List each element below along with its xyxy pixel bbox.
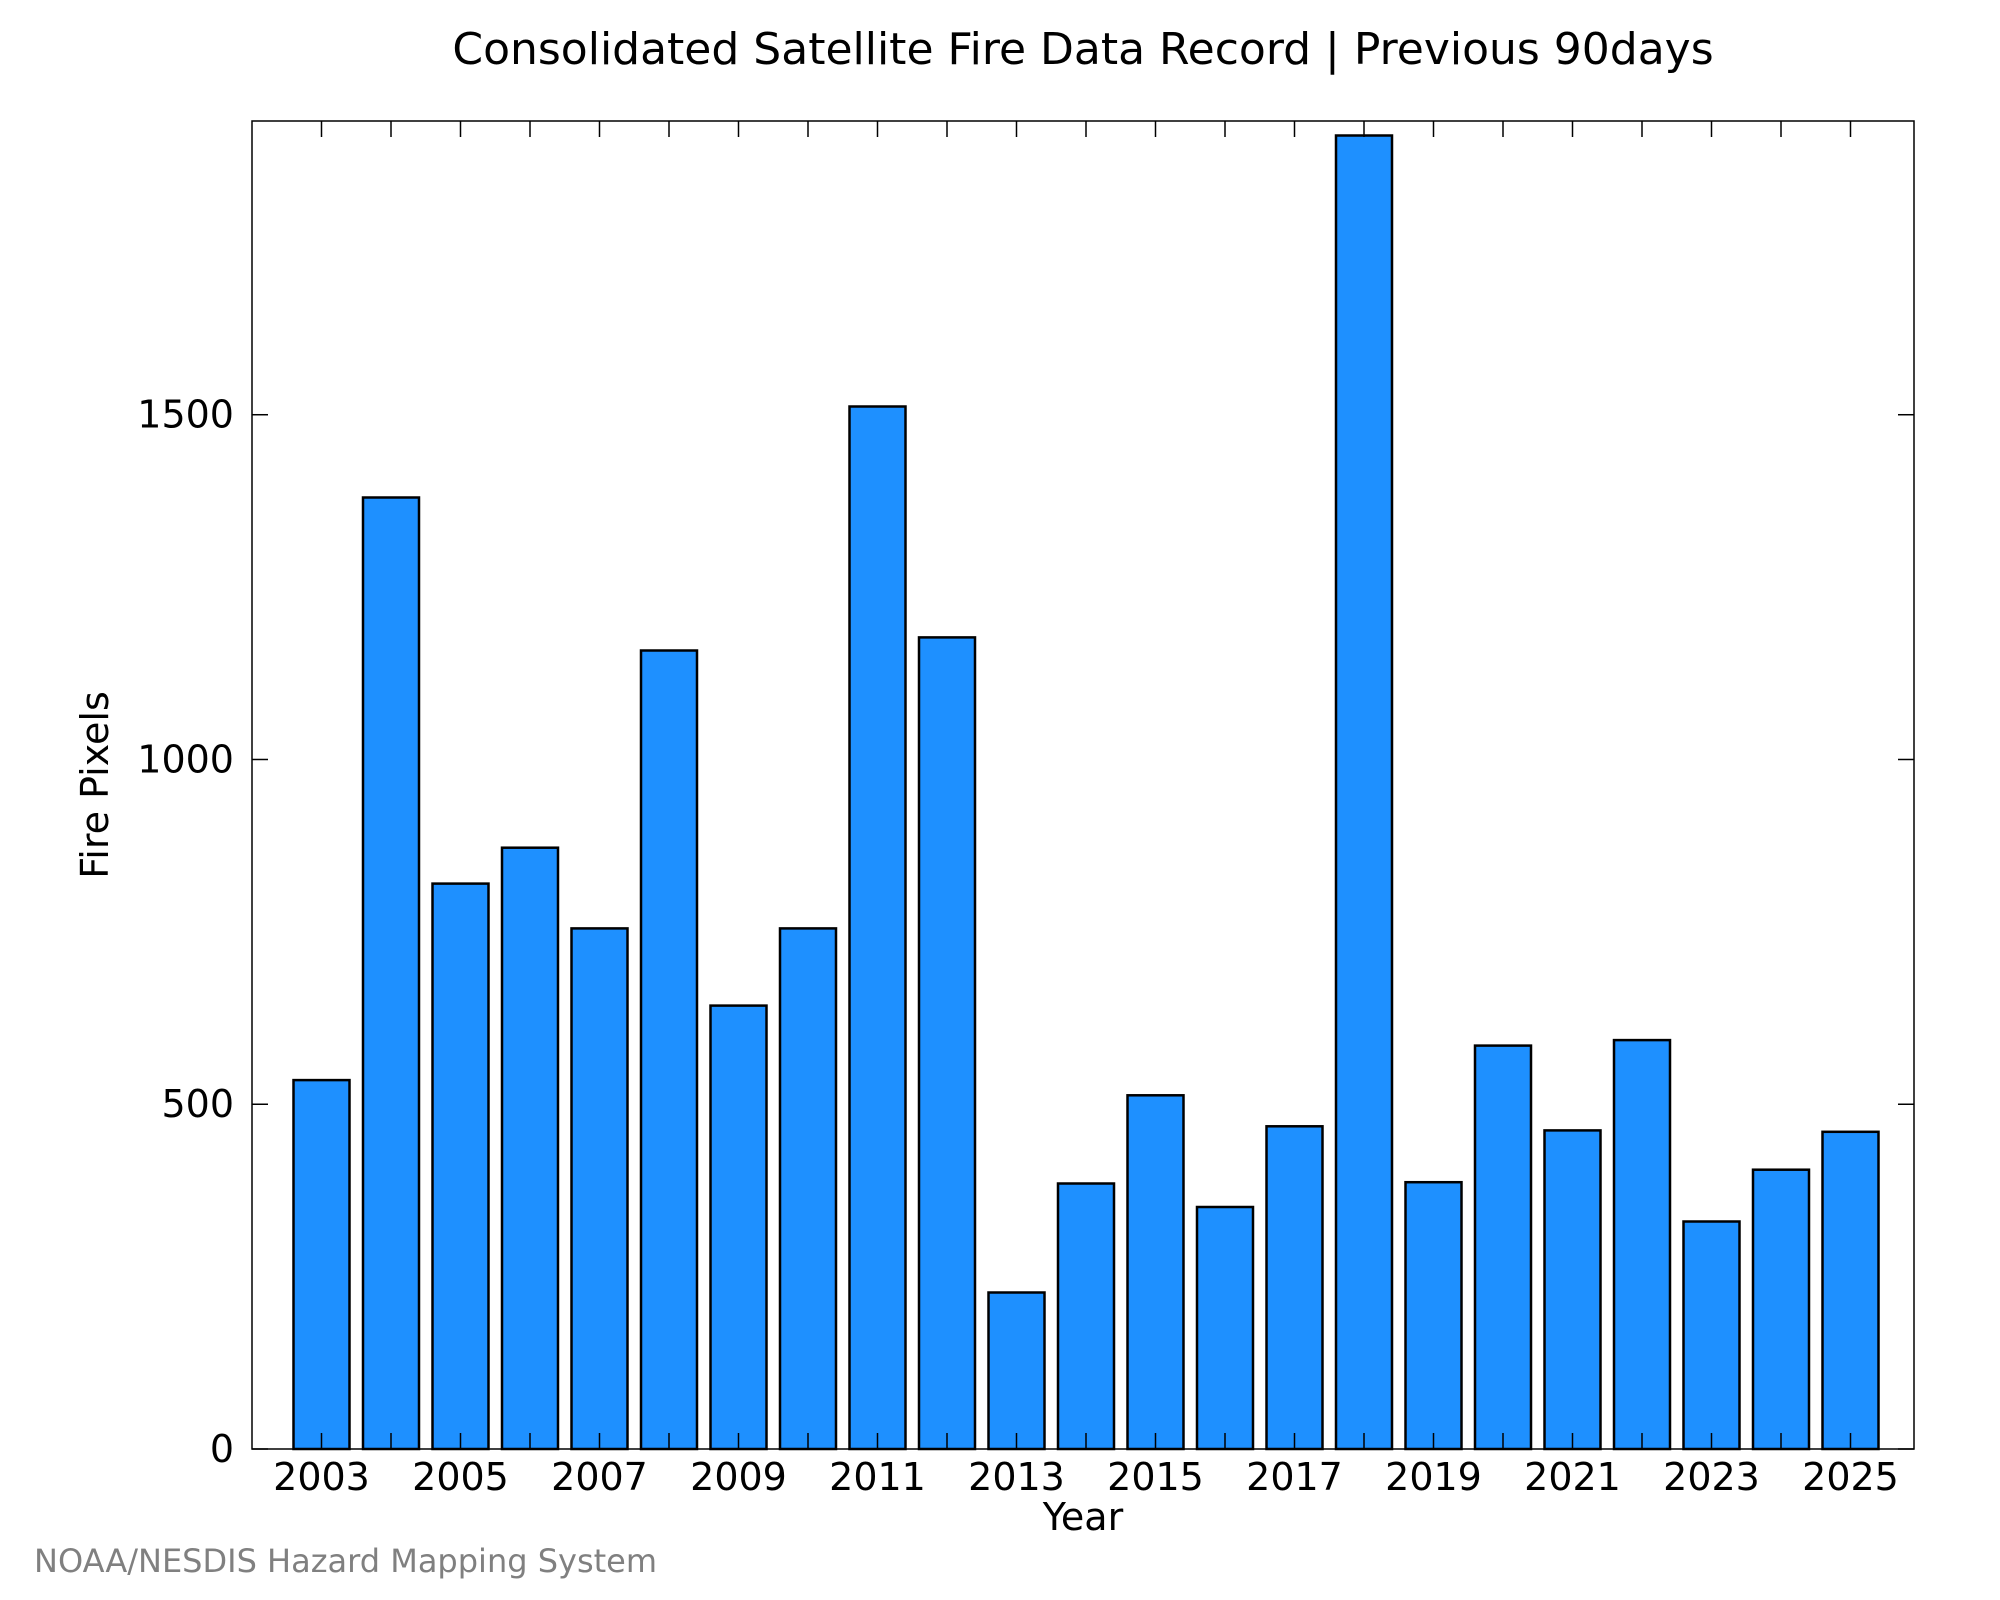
x-tick-label-2009: 2009 bbox=[690, 1455, 787, 1499]
bar-2011 bbox=[848, 405, 907, 1451]
bar-2023 bbox=[1682, 1220, 1741, 1451]
x-tick-label-2017: 2017 bbox=[1246, 1455, 1343, 1499]
x-tick-label-2023: 2023 bbox=[1663, 1455, 1760, 1499]
bar-2016 bbox=[1195, 1205, 1255, 1451]
y-tick-labels: 0 500 1000 1500 bbox=[137, 393, 234, 1471]
bar-2009 bbox=[709, 1004, 768, 1451]
y-tick-label-1500: 1500 bbox=[137, 393, 234, 437]
y-tick-label-0: 0 bbox=[210, 1427, 234, 1471]
x-tick-labels: 2003 2005 2007 2009 2011 2013 2015 2017 2019 2021… bbox=[273, 1455, 1899, 1499]
x-tick-label-2011: 2011 bbox=[829, 1455, 926, 1499]
chart-title: Consolidated Satellite Fire Data Record … bbox=[452, 24, 1713, 75]
y-axis-label: Fire Pixels bbox=[73, 691, 117, 879]
bars-group bbox=[292, 134, 1880, 1451]
x-tick-label-2021: 2021 bbox=[1524, 1455, 1621, 1499]
bar-2010 bbox=[778, 927, 838, 1451]
bar-2005 bbox=[431, 882, 490, 1451]
x-tick-label-2015: 2015 bbox=[1107, 1455, 1204, 1499]
bar-2008 bbox=[639, 649, 699, 1451]
x-tick-label-2005: 2005 bbox=[412, 1455, 509, 1499]
y-tick-label-500: 500 bbox=[161, 1082, 234, 1126]
bar-2017 bbox=[1265, 1125, 1324, 1451]
bar-2019 bbox=[1404, 1180, 1463, 1451]
x-tick-label-2025: 2025 bbox=[1802, 1455, 1899, 1499]
x-tick-label-2013: 2013 bbox=[968, 1455, 1065, 1499]
bar-2018 bbox=[1334, 134, 1394, 1451]
bar-2024 bbox=[1751, 1168, 1811, 1451]
bar-2015 bbox=[1126, 1094, 1185, 1451]
credit-text: NOAA/NESDIS Hazard Mapping System bbox=[34, 1542, 657, 1580]
bar-2025 bbox=[1821, 1130, 1880, 1451]
bar-2012 bbox=[917, 636, 977, 1451]
bar-2006 bbox=[500, 846, 560, 1451]
x-axis-label: Year bbox=[1042, 1495, 1124, 1539]
bar-2014 bbox=[1056, 1182, 1116, 1451]
x-tick-label-2007: 2007 bbox=[551, 1455, 648, 1499]
y-tick-label-1000: 1000 bbox=[137, 737, 234, 781]
plot-frame bbox=[251, 120, 1915, 1450]
bar-2022 bbox=[1612, 1038, 1672, 1451]
bar-2021 bbox=[1543, 1129, 1602, 1451]
x-tick-label-2003: 2003 bbox=[273, 1455, 370, 1499]
bar-2013 bbox=[987, 1291, 1046, 1451]
bar-2003 bbox=[292, 1078, 351, 1451]
bar-2004 bbox=[361, 496, 421, 1451]
bar-2020 bbox=[1473, 1044, 1533, 1451]
x-tick-label-2019: 2019 bbox=[1385, 1455, 1482, 1499]
bar-2007 bbox=[570, 927, 629, 1451]
